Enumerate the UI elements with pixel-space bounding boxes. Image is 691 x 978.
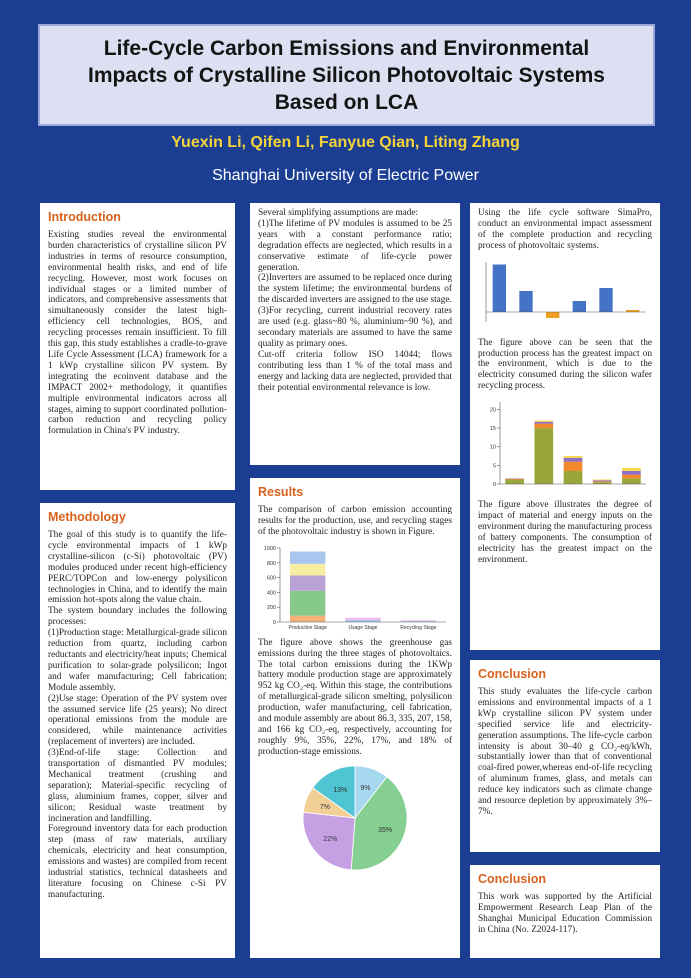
figure: 0 5 10 15 20 [490, 402, 646, 488]
bar-segment [592, 479, 612, 481]
paragraph: This work was supported by the Artificia… [478, 892, 652, 935]
bar-segment [505, 478, 524, 480]
y-tick-label: 1000 [264, 546, 276, 552]
paragraph: Foreground inventory data for each produ… [48, 824, 227, 900]
bar-segment [289, 575, 326, 591]
paragraph: (3)End-of-life stage: Collection and tra… [48, 748, 227, 824]
paragraph: The system boundary includes the followi… [48, 606, 227, 628]
bar-segment [289, 615, 326, 622]
y-tick-label: 0 [273, 620, 276, 626]
paragraph: The figure above shows the greenhouse ga… [258, 637, 452, 757]
paragraph: Cut-off criteria follow ISO 14044; flows… [258, 349, 452, 393]
bar-segment [345, 619, 381, 622]
slice-label: 13% [333, 787, 347, 794]
y-tick-label: 10 [490, 445, 496, 451]
slice-label: 9% [360, 785, 370, 792]
y-tick-label: 0 [493, 482, 496, 488]
bar [519, 290, 533, 312]
figure [485, 261, 646, 322]
section-box: Several simplifying assumptions are made… [250, 203, 460, 465]
pie-slice [350, 775, 408, 871]
section-heading: Methodology [48, 510, 126, 524]
bar-segment [622, 471, 641, 475]
bar-segment [400, 620, 437, 622]
paragraph: Several simplifying assumptions are made… [258, 208, 419, 218]
bar-segment [592, 480, 612, 482]
slice-label: 22% [323, 836, 337, 843]
authors: Yuexin Li, Qifen Li, Fanyue Qian, Liting… [171, 134, 520, 151]
bar-segment [563, 456, 583, 459]
paragraph: (2)Use stage: Operation of the PV system… [48, 693, 227, 748]
bar-segment [289, 551, 326, 564]
paragraph: (2)Inverters are assumed to be replaced … [258, 273, 452, 306]
section-box: Results The comparison of carbon emission… [250, 478, 460, 958]
y-tick-label: 400 [267, 590, 276, 596]
paragraph: The figure above illustrates the degree … [478, 500, 653, 565]
paragraph: (3)For recycling, current industrial rec… [258, 306, 452, 349]
bar-segment [289, 590, 326, 616]
y-tick-label: 20 [490, 408, 496, 414]
y-tick-label: 200 [267, 605, 276, 611]
bar-segment [563, 471, 583, 485]
y-tick-label: 15 [490, 426, 496, 432]
bar-segment [534, 420, 554, 422]
bar-segment [563, 461, 583, 472]
paragraph: The figure above can be seen that the pr… [478, 337, 652, 392]
pie-slice [302, 811, 356, 870]
paragraph: This study evaluates the life-cycle carb… [478, 687, 652, 817]
section-box: Conclusion This study evaluates the life-… [470, 660, 660, 852]
paragraph: (1)The lifetime of PV modules is assumed… [258, 218, 452, 273]
bar-segment [534, 428, 554, 485]
bar-segment [534, 423, 554, 429]
bar-segment [345, 617, 381, 620]
section-heading: Conclusion [478, 872, 547, 886]
bar-segment [592, 481, 612, 483]
section-heading: Conclusion [478, 667, 547, 681]
section-heading: Introduction [48, 210, 121, 224]
bar-segment [622, 468, 641, 472]
pie-slice [312, 765, 356, 819]
bar-segment [289, 563, 326, 576]
title: Life-Cycle Carbon Emissions and Environm… [88, 36, 605, 114]
y-tick-label: 5 [493, 464, 496, 470]
bar [599, 287, 613, 312]
figure: 0 200 400 600 800 1000 Production Stage Usage S… [264, 546, 446, 631]
bar-segment [622, 478, 641, 485]
affiliation: Shanghai University of Electric Power [212, 167, 479, 184]
bar-segment [592, 482, 612, 485]
paragraph: Using the life cycle software SimaPro, c… [478, 208, 652, 251]
section-heading: Results [258, 485, 304, 499]
paragraph: Existing studies reveal the environmenta… [48, 230, 227, 437]
section-box: Methodology The goal of this study is to … [40, 503, 235, 958]
bar-segment [505, 479, 524, 485]
section-box: Introduction Existing studies reveal the … [40, 203, 235, 490]
bar-segment [534, 421, 554, 424]
bar [492, 264, 506, 312]
bar-segment [622, 474, 641, 479]
bar [546, 311, 560, 318]
section-box: Conclusion This work was supported by the… [470, 865, 660, 958]
slice-label: 35% [378, 827, 392, 834]
y-tick-label: 600 [267, 575, 276, 581]
title-box: Life-Cycle Carbon Emissions and Environm… [38, 24, 655, 126]
x-tick-label: Recycling Stage [400, 625, 436, 631]
paragraph: The goal of this study is to quantify th… [48, 530, 227, 606]
bar-segment [563, 458, 583, 462]
x-tick-label: Production Stage [288, 625, 327, 631]
paragraph: (1)Production stage: Metallurgical-grade… [48, 628, 227, 693]
slice-label: 7% [320, 804, 330, 811]
figure: 9% 35% 22% 7% 13% [302, 765, 408, 871]
bar [626, 309, 640, 312]
section-box: Using the life cycle software SimaPro, c… [470, 203, 660, 650]
paragraph: The comparison of carbon emission accoun… [258, 505, 452, 537]
bar-segment [400, 620, 437, 621]
bar [572, 300, 586, 312]
y-tick-label: 800 [267, 561, 276, 567]
x-tick-label: Usage Stage [349, 625, 378, 631]
